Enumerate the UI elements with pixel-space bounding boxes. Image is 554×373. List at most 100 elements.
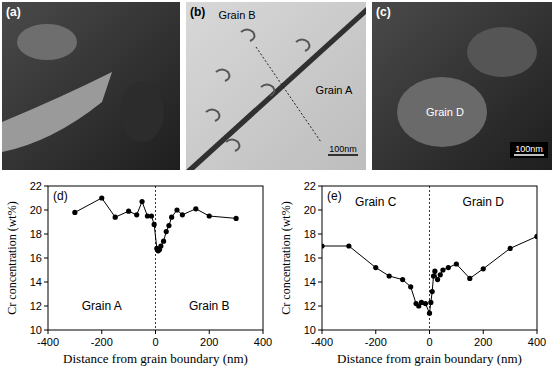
data-point: [387, 273, 392, 278]
y-tick-label: 16: [30, 252, 42, 264]
grain-annotation: Grain C: [355, 195, 397, 209]
x-tick: [537, 330, 538, 334]
x-tick-label: -400: [311, 336, 333, 348]
data-point: [467, 276, 472, 281]
data-point: [508, 246, 513, 251]
y-tick: [44, 210, 48, 211]
x-tick: [101, 330, 102, 334]
panel-letter: (d): [53, 189, 68, 203]
y-tick: [44, 186, 48, 187]
y-tick-label: 12: [304, 300, 316, 312]
data-point: [169, 215, 174, 220]
y-tick: [318, 234, 322, 235]
micrograph: (b)Grain BGrain A100nm: [186, 2, 366, 170]
y-tick: [318, 330, 322, 331]
texture: [120, 82, 164, 142]
data-point: [373, 265, 378, 270]
profile-line: [256, 47, 321, 142]
dislocation: [296, 40, 309, 52]
x-tick: [483, 330, 484, 334]
data-point: [454, 261, 459, 266]
grain-region: [397, 77, 487, 147]
data-point: [166, 223, 171, 228]
data-layer: [322, 234, 537, 316]
data-point: [446, 265, 451, 270]
y-tick-label: 20: [304, 204, 316, 216]
data-point: [481, 266, 486, 271]
data-point: [534, 234, 537, 239]
texture: [467, 27, 537, 77]
y-tick: [318, 186, 322, 187]
dislocation: [261, 85, 274, 97]
y-tick: [44, 234, 48, 235]
data-point: [322, 243, 325, 248]
grain-annotation: Grain D: [463, 195, 505, 209]
data-point: [440, 267, 445, 272]
x-tick: [322, 330, 323, 334]
data-point: [234, 216, 239, 221]
plot-frame: [322, 186, 537, 330]
y-tick-label: 10: [30, 324, 42, 336]
y-tick: [44, 330, 48, 331]
y-tick-label: 18: [30, 228, 42, 240]
figure: (a)(b)Grain BGrain A100nm(c)Grain D100nm…: [0, 0, 554, 373]
y-tick-label: 12: [30, 300, 42, 312]
data-point: [113, 215, 118, 220]
y-tick: [44, 306, 48, 307]
data-point: [400, 277, 405, 282]
data-point: [72, 210, 77, 215]
scale-bar-ground: [324, 142, 362, 158]
x-tick-label: 0: [152, 336, 158, 348]
y-tick: [318, 210, 322, 211]
x-tick: [48, 330, 49, 334]
series-line: [75, 198, 236, 251]
panel-letter: (b): [190, 5, 205, 19]
x-tick-label: 200: [474, 336, 492, 348]
x-tick-label: 400: [254, 336, 272, 348]
y-tick-label: 18: [304, 228, 316, 240]
scale-bar: [514, 154, 544, 156]
y-tick: [44, 282, 48, 283]
data-point: [139, 199, 144, 204]
image-ground: [372, 2, 552, 170]
image-ground: [186, 2, 366, 170]
grain-label: Grain B: [218, 9, 255, 21]
y-axis-title: Cr concentration (wt%): [279, 201, 293, 314]
y-axis-title: Cr concentration (wt%): [5, 201, 19, 314]
plot-frame: [48, 186, 263, 330]
data-point: [207, 213, 212, 218]
x-axis-title: Distance from grain boundary (nm): [63, 351, 248, 366]
x-tick: [209, 330, 210, 334]
x-tick-label: -200: [365, 336, 387, 348]
y-tick: [318, 282, 322, 283]
data-point: [408, 284, 413, 289]
data-point: [435, 277, 440, 282]
grain-annotation: Grain A: [82, 299, 122, 313]
data-point: [431, 273, 436, 278]
x-tick-label: -400: [37, 336, 59, 348]
scale-bar-label: 100nm: [515, 144, 543, 154]
data-point: [180, 212, 185, 217]
data-point: [134, 212, 139, 217]
y-tick-label: 22: [304, 180, 316, 192]
data-point: [346, 243, 351, 248]
data-point: [149, 213, 154, 218]
image-ground: [2, 2, 180, 170]
panel-letter: (c): [376, 5, 391, 19]
data-layer: [72, 195, 238, 253]
data-point: [161, 239, 166, 244]
y-tick-label: 20: [30, 204, 42, 216]
data-point: [174, 207, 179, 212]
dislocation: [216, 70, 229, 82]
data-point: [430, 289, 435, 294]
micrograph: (c)Grain D100nm: [372, 2, 552, 170]
x-tick: [375, 330, 376, 334]
scale-bar-label: 100nm: [329, 144, 357, 154]
x-tick: [263, 330, 264, 334]
x-tick-label: 400: [528, 336, 546, 348]
data-point: [423, 301, 428, 306]
dislocation: [226, 140, 239, 152]
y-tick-label: 14: [304, 276, 316, 288]
data-point: [126, 209, 131, 214]
x-tick-label: -200: [91, 336, 113, 348]
